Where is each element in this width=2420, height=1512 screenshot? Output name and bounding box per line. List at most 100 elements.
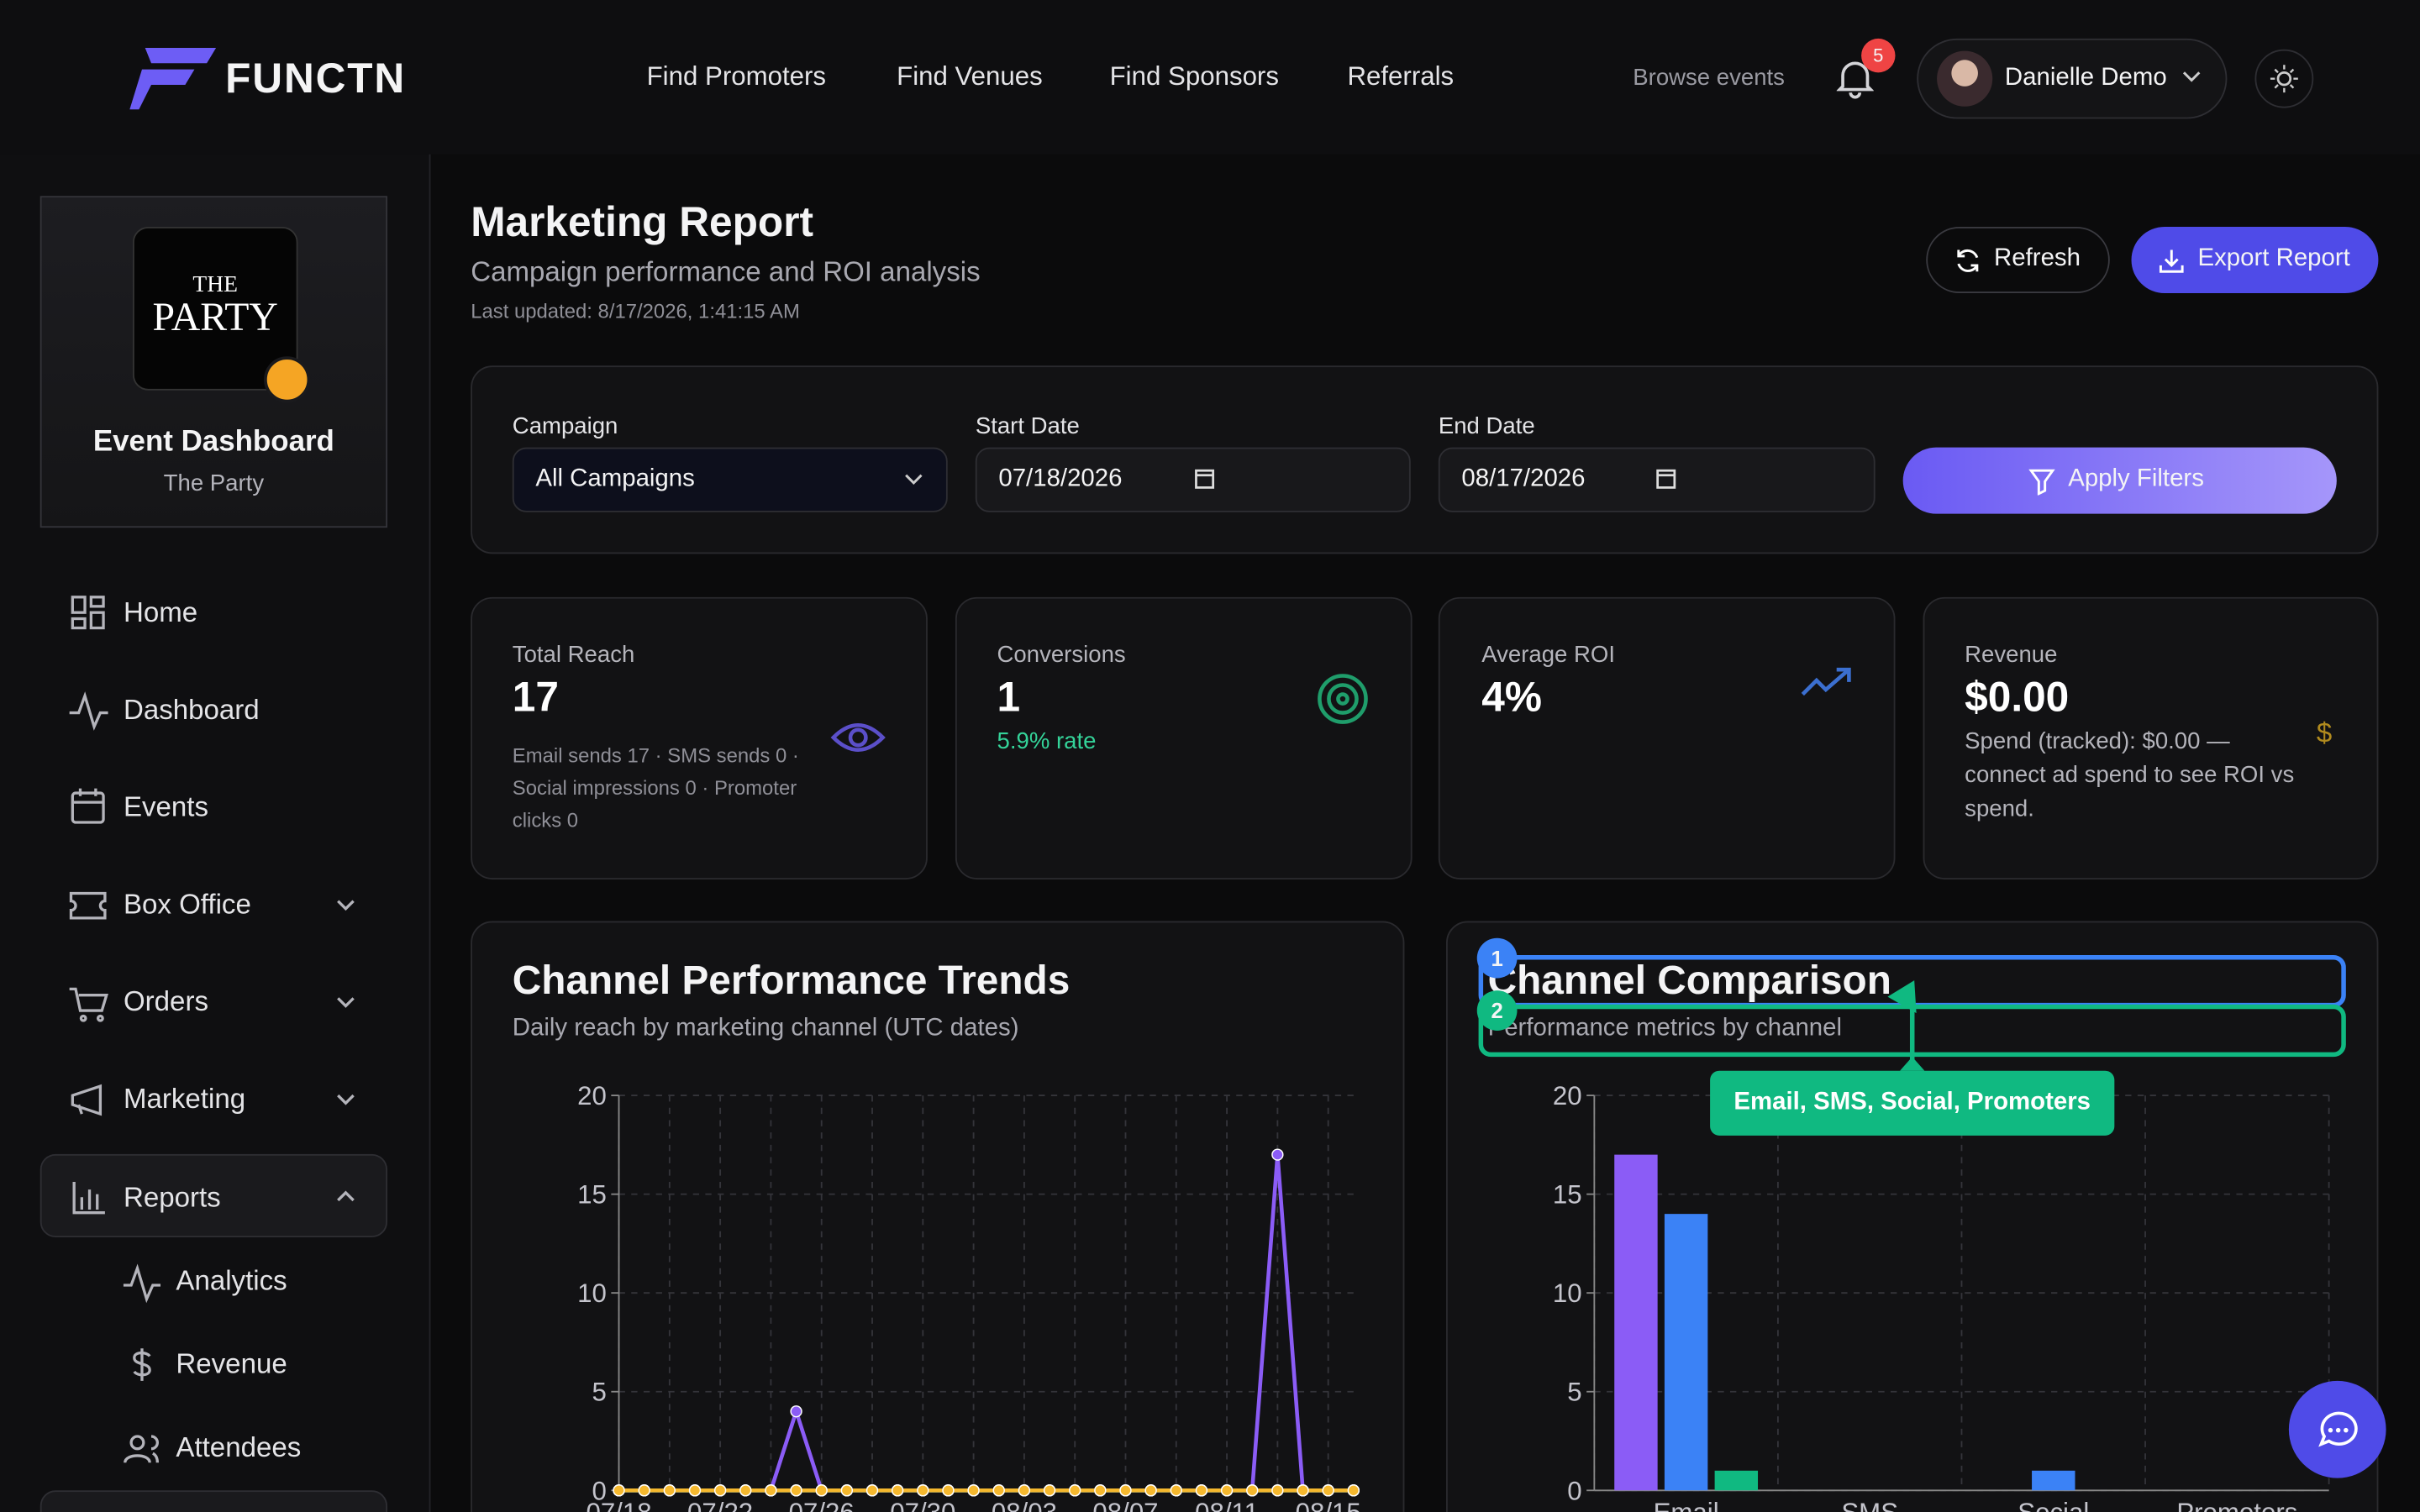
stat-label: Average ROI	[1481, 642, 1616, 669]
x-tick-label: 07/22	[687, 1498, 753, 1512]
menu-item[interactable]: Home	[123, 596, 198, 628]
stat-value: 4%	[1481, 674, 1542, 721]
end-date[interactable]: 08/17/2026	[1438, 447, 1876, 512]
point	[1043, 1484, 1056, 1497]
stat-card	[1923, 596, 2379, 879]
crown-badge	[264, 356, 311, 403]
stat-note: Spend (tracked): $0.00 — connect ad spen…	[1965, 727, 2295, 822]
x-tick-label: 07/18	[586, 1498, 651, 1512]
nav-link[interactable]: Referrals	[1347, 61, 1455, 92]
y-tick-label: 20	[1553, 1081, 1582, 1110]
x-tick-label: 08/15	[1296, 1498, 1361, 1512]
submenu-item[interactable]: Attendees	[176, 1431, 302, 1463]
submenu-item[interactable]: Revenue	[176, 1348, 287, 1380]
point	[865, 1484, 879, 1497]
point	[942, 1484, 955, 1497]
x-tick-label: 07/30	[890, 1498, 955, 1512]
stat-note: Email sends 17 · SMS sends 0 · Social im…	[512, 743, 799, 832]
apply-button[interactable]	[1902, 447, 2337, 514]
point	[1018, 1484, 1031, 1497]
stat-label: Conversions	[997, 642, 1126, 669]
chart-card	[471, 921, 1405, 1512]
logo-text: FUNCTN	[225, 55, 407, 102]
bar	[1614, 1154, 1658, 1491]
nav-link[interactable]: Find Promoters	[646, 61, 827, 92]
export-label: Export Report	[2197, 245, 2350, 272]
point	[891, 1484, 904, 1497]
line-chart: 0 5 10 15 20 07/18 07/22 07/26 07/30 08/03 08/07 08…	[577, 1081, 1361, 1512]
browse-link[interactable]: Browse events	[1633, 65, 1785, 92]
calendar-icons	[1195, 469, 1676, 489]
bar-chart: 0 5 10 15 20 Email SMS Social Promoters	[1553, 1081, 2330, 1512]
point	[1094, 1484, 1107, 1497]
start-date[interactable]: 07/18/2026	[975, 447, 1411, 512]
point	[1297, 1484, 1309, 1497]
menu-item[interactable]: Marketing	[123, 1083, 246, 1115]
chevron	[2182, 71, 2201, 82]
nav-link[interactable]: Find Sponsors	[1109, 61, 1279, 92]
annotation-tooltip: Email, SMS, Social, Promoters	[1710, 1070, 2115, 1136]
y-tick-label: 0	[592, 1476, 606, 1505]
sidebar-title: Event Dashboard	[92, 425, 334, 459]
stat-value: $0.00	[1965, 674, 2070, 721]
x-tick-label: 08/03	[992, 1498, 1057, 1512]
x-tick-label: 08/07	[1092, 1498, 1158, 1512]
x-tick-label: Social	[2018, 1498, 2089, 1512]
point	[765, 1484, 777, 1497]
refresh-button[interactable]	[1926, 227, 2110, 293]
chart-subtitle: Daily reach by marketing channel (UTC da…	[512, 1015, 1019, 1042]
page-title: Marketing Report	[471, 198, 814, 246]
filter-label: Start Date	[975, 413, 1080, 440]
point	[992, 1484, 1005, 1497]
point	[1119, 1484, 1132, 1497]
stat-card	[955, 596, 1413, 879]
menu-item[interactable]: Box Office	[123, 888, 251, 920]
point	[917, 1484, 929, 1497]
chat-icon	[2318, 1411, 2358, 1447]
last-updated: Last updated: 8/17/2026, 1:41:15 AM	[471, 299, 800, 323]
point	[613, 1484, 625, 1497]
y-tick-label: 5	[1567, 1378, 1581, 1407]
chevron	[905, 474, 923, 485]
campaign-select[interactable]: All Campaigns	[512, 447, 948, 512]
menu-item[interactable]: Events	[123, 791, 209, 822]
user-name: Danielle Demo	[2004, 65, 2167, 92]
submenu-item[interactable]: Analytics	[176, 1265, 287, 1296]
refresh-label: Refresh	[1994, 245, 2081, 272]
filter-label: Campaign	[512, 413, 618, 440]
point	[713, 1484, 727, 1497]
point	[790, 1405, 802, 1418]
stat-card	[1438, 596, 1896, 879]
y-tick-label: 10	[1553, 1278, 1582, 1308]
menu-item[interactable]: Dashboard	[123, 694, 260, 726]
apply-label: Apply Filters	[2068, 465, 2204, 492]
y-tick-label: 20	[577, 1081, 607, 1110]
svg-text:$: $	[2317, 717, 2332, 748]
menu-item[interactable]: Reports	[123, 1181, 221, 1213]
y-tick-label: 15	[577, 1180, 607, 1210]
point	[1322, 1484, 1334, 1497]
chart-title: Channel Comparison	[1487, 956, 1891, 1003]
filter-label: End Date	[1438, 413, 1535, 440]
download-icon	[2159, 249, 2184, 273]
sidebar-subtitle: The Party	[163, 470, 265, 497]
nav-link[interactable]: Find Venues	[897, 61, 1043, 92]
bell-icon[interactable]	[1836, 59, 1874, 99]
event-logo: THE PARTY	[132, 227, 298, 391]
y-tick-label: 5	[592, 1378, 606, 1407]
bar	[2032, 1470, 2075, 1491]
x-tick-label: SMS	[1841, 1498, 1898, 1512]
x-tick-label: Email	[1654, 1498, 1719, 1512]
bar	[1714, 1470, 1759, 1491]
bar	[1664, 1214, 1708, 1491]
menu-item[interactable]: Orders	[123, 985, 208, 1017]
point	[1347, 1484, 1360, 1497]
annotation-badge: 1	[1476, 937, 1518, 979]
stat-icons: $	[830, 667, 2332, 752]
point	[1195, 1484, 1208, 1497]
stat-label: Total Reach	[512, 642, 635, 669]
menu-item[interactable]	[39, 1490, 388, 1512]
filter-icon	[2028, 469, 2055, 496]
theme-toggle[interactable]	[2254, 49, 2314, 108]
point	[663, 1484, 676, 1497]
